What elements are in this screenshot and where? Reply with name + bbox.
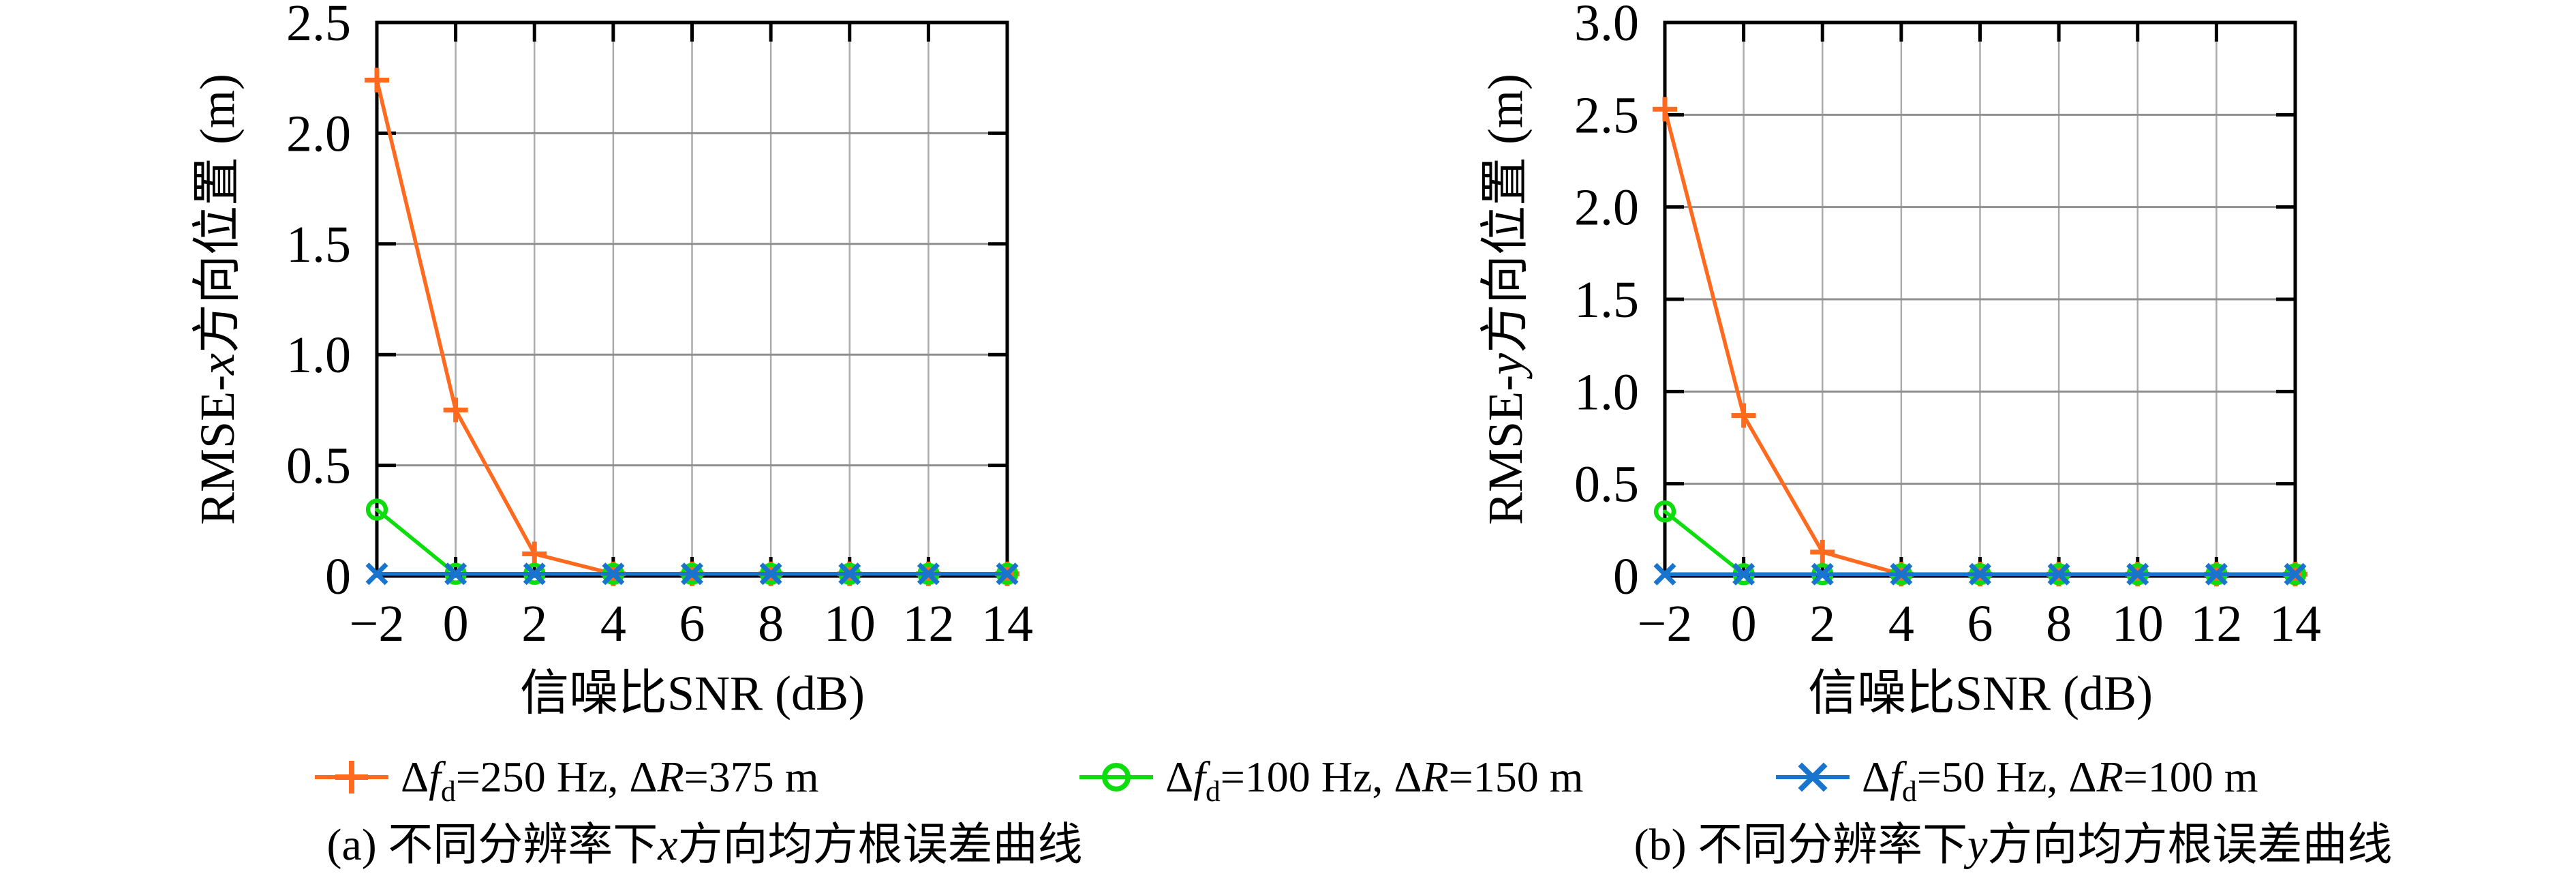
cross-marker-icon [2205, 562, 2228, 586]
caption-b: (b) 不同分辨率下y方向均方根误差曲线 [1634, 820, 2393, 870]
svg-text:0: 0 [1731, 595, 1757, 652]
svg-text:4: 4 [600, 595, 626, 652]
svg-text:0.5: 0.5 [1574, 456, 1639, 513]
svg-text:6: 6 [679, 595, 705, 652]
circle-marker-icon [1102, 763, 1131, 791]
svg-text:2.0: 2.0 [1574, 179, 1639, 237]
cross-marker-icon [1798, 762, 1828, 792]
svg-text:2.0: 2.0 [286, 105, 351, 162]
cross-marker-icon [838, 562, 861, 586]
cross-marker-icon [1890, 562, 1913, 586]
y-tick-labels: 0 0.5 1.0 1.5 2.0 2.5 [286, 0, 351, 605]
grid [377, 22, 1007, 576]
cross-marker-icon [523, 562, 546, 586]
svg-text:3.0: 3.0 [1574, 0, 1639, 52]
cross-marker-icon [2126, 562, 2149, 586]
caption-a: (a) 不同分辨率下x方向均方根误差曲线 [326, 820, 1083, 870]
svg-text:1.5: 1.5 [286, 216, 351, 273]
cross-marker-icon [917, 562, 940, 586]
legend-entry-s100: Δfd=100 Hz, ΔR=150 m [1078, 746, 1584, 809]
series-s50 [1653, 562, 2307, 586]
svg-text:8: 8 [758, 595, 784, 652]
chart-b-svg: −2 0 2 4 6 8 10 12 1400.51.01.52.02.53.0RMSE-y方向… [1478, 0, 2321, 652]
plus-marker-icon [1810, 539, 1835, 564]
y-axis-title-b: RMSE-y方向位置 (m) [1478, 74, 1533, 525]
cross-marker-icon [444, 562, 467, 586]
svg-text:2: 2 [521, 595, 547, 652]
circle-marker-icon [365, 498, 388, 521]
svg-text:8: 8 [2046, 595, 2072, 652]
subplot-a: −2 0 2 4 6 8 10 12 14 0 0.5 1.0 1.5 2.0 2.5 RMSE-x方向位置 … [0, 0, 1288, 750]
svg-text:6: 6 [1967, 595, 1993, 652]
svg-text:0: 0 [443, 595, 469, 652]
x-axis-title-a: 信噪比SNR (dB) [519, 666, 865, 721]
plus-marker-icon [1731, 403, 1756, 428]
legend-entry-s50: Δfd=50 Hz, ΔR=100 m [1775, 746, 2258, 809]
svg-text:2.5: 2.5 [286, 0, 351, 52]
cross-marker-icon [1811, 562, 1834, 586]
svg-text:4: 4 [1888, 595, 1914, 652]
legend-entry-label: Δfd=250 Hz, ΔR=375 m [401, 753, 819, 808]
legend-entry-s250: Δfd=250 Hz, ΔR=375 m [313, 746, 819, 809]
subplot-b: −2 0 2 4 6 8 10 12 14 0 0.5 1.0 1.5 2.0 2.5 3.0 RMSE-y方向… [1288, 0, 2576, 750]
y-axis-title-a: RMSE-x方向位置 (m) [190, 74, 245, 525]
svg-text:−2: −2 [1638, 595, 1693, 652]
y-tick-labels: 0 0.5 1.0 1.5 2.0 2.5 3.0 [1574, 0, 1639, 605]
svg-text:14: 14 [2269, 595, 2321, 652]
legend-plus-marker-icon [315, 761, 388, 794]
plus-marker-icon [522, 541, 547, 567]
svg-text:10: 10 [824, 595, 876, 652]
svg-text:−2: −2 [350, 595, 405, 652]
cross-marker-icon [2284, 562, 2307, 586]
grid [1665, 22, 2295, 576]
svg-text:0: 0 [1613, 548, 1639, 605]
cross-marker-icon [1968, 562, 1992, 586]
plus-marker-icon [443, 397, 468, 423]
plus-marker-icon [365, 67, 389, 93]
svg-text:10: 10 [2112, 595, 2164, 652]
svg-text:2: 2 [1809, 595, 1835, 652]
plus-marker-icon [1653, 97, 1677, 122]
legend-cross-marker-icon [1776, 762, 1850, 792]
svg-text:1.0: 1.0 [1574, 363, 1639, 421]
x-axis-title-b: 信噪比SNR (dB) [1807, 666, 2153, 721]
x-tick-labels: −2 0 2 4 6 8 10 12 14 [350, 595, 1033, 652]
svg-text:0.5: 0.5 [286, 438, 351, 495]
cross-marker-icon [996, 562, 1019, 586]
x-tick-labels: −2 0 2 4 6 8 10 12 14 [1638, 595, 2321, 652]
cross-marker-icon [680, 562, 704, 586]
legend-entry-label: Δfd=50 Hz, ΔR=100 m [1862, 753, 2258, 808]
svg-text:12: 12 [902, 595, 954, 652]
series-s50 [365, 562, 1019, 586]
plus-marker-icon [335, 761, 368, 794]
cross-marker-icon [1732, 562, 1755, 586]
chart-a-svg: −2 0 2 4 6 8 10 12 1400.51.01.52.02.5RMSE-x方向位置 … [190, 0, 1033, 652]
cross-marker-icon [365, 562, 388, 586]
svg-text:2.5: 2.5 [1574, 87, 1639, 144]
cross-marker-icon [759, 562, 782, 586]
cross-marker-icon [602, 562, 625, 586]
svg-text:14: 14 [981, 595, 1033, 652]
svg-text:1.5: 1.5 [1574, 271, 1639, 329]
cross-marker-icon [2047, 562, 2070, 586]
cross-marker-icon [1653, 562, 1676, 586]
svg-text:1.0: 1.0 [286, 327, 351, 384]
svg-text:12: 12 [2190, 595, 2242, 652]
legend-entry-label: Δfd=100 Hz, ΔR=150 m [1165, 753, 1584, 808]
svg-text:0: 0 [325, 548, 351, 605]
circle-marker-icon [1653, 500, 1676, 523]
legend-circle-marker-icon [1079, 763, 1153, 791]
